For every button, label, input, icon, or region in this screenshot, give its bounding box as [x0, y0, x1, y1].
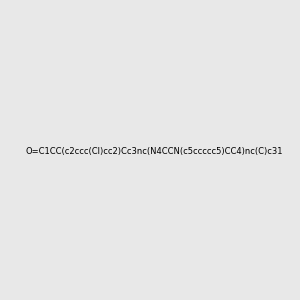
Text: O=C1CC(c2ccc(Cl)cc2)Cc3nc(N4CCN(c5ccccc5)CC4)nc(C)c31: O=C1CC(c2ccc(Cl)cc2)Cc3nc(N4CCN(c5ccccc5…: [25, 147, 283, 156]
